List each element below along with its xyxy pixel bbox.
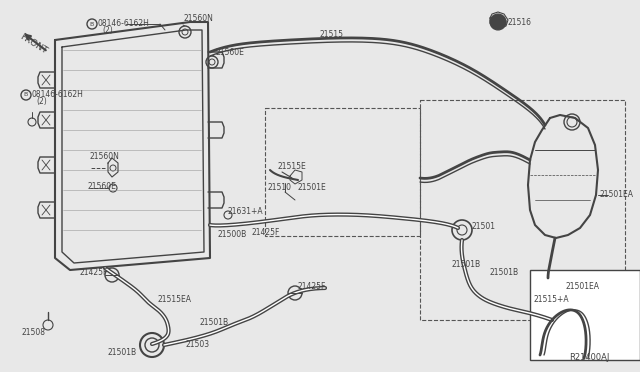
Text: FRONT: FRONT xyxy=(18,32,48,56)
Text: 21515E: 21515E xyxy=(277,162,306,171)
Text: 21515EA: 21515EA xyxy=(158,295,192,304)
Text: 21560N: 21560N xyxy=(90,152,120,161)
Text: 21501B: 21501B xyxy=(452,260,481,269)
Circle shape xyxy=(490,14,506,30)
Bar xyxy=(420,100,625,320)
Text: 08146-6162H: 08146-6162H xyxy=(32,90,84,99)
Text: 21501: 21501 xyxy=(472,222,496,231)
Text: 21500B: 21500B xyxy=(217,230,246,239)
Text: 21515: 21515 xyxy=(320,30,344,39)
Text: 21501EA: 21501EA xyxy=(565,282,599,291)
Text: 21515+A: 21515+A xyxy=(533,295,568,304)
Text: (2): (2) xyxy=(36,97,47,106)
Bar xyxy=(530,270,640,360)
Text: 21425F: 21425F xyxy=(80,268,108,277)
Text: 21501E: 21501E xyxy=(298,183,327,192)
Text: B: B xyxy=(90,22,94,26)
Text: 21501EA: 21501EA xyxy=(600,190,634,199)
Text: 21560E: 21560E xyxy=(88,182,117,191)
Text: 21560N: 21560N xyxy=(183,14,213,23)
Bar xyxy=(265,108,420,236)
Text: 21501B: 21501B xyxy=(108,348,137,357)
Text: 08146-6162H: 08146-6162H xyxy=(98,19,150,28)
Text: 21425F: 21425F xyxy=(298,282,326,291)
Text: 21631+A: 21631+A xyxy=(228,207,264,216)
Text: 21560E: 21560E xyxy=(216,48,245,57)
Text: R21400AJ: R21400AJ xyxy=(570,353,610,362)
Text: 21510: 21510 xyxy=(268,183,292,192)
Text: 21425F: 21425F xyxy=(252,228,280,237)
Text: 21508: 21508 xyxy=(22,328,46,337)
Text: 21503: 21503 xyxy=(186,340,210,349)
Text: B: B xyxy=(24,93,28,97)
Text: 21501B: 21501B xyxy=(490,268,519,277)
Text: (2): (2) xyxy=(102,26,113,35)
Text: 21516: 21516 xyxy=(508,18,532,27)
Text: 21501B: 21501B xyxy=(200,318,229,327)
